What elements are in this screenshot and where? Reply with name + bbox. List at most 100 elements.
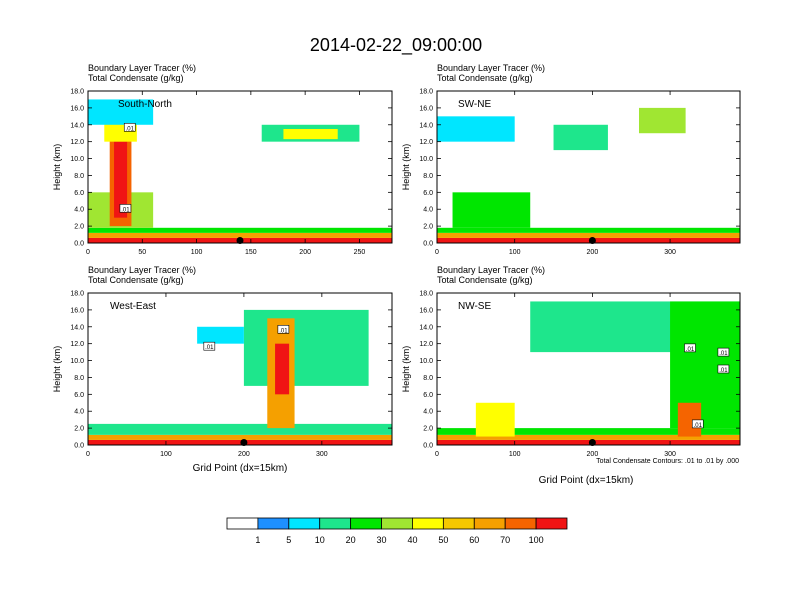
sw-ne-ytick-label: 10.0 — [419, 156, 433, 163]
west-east-ytick-label: 6.0 — [74, 392, 84, 399]
west-east-contour-label: .01 — [205, 345, 214, 351]
west-east-field-cell — [88, 434, 392, 440]
south-north-ytick-label: 8.0 — [74, 173, 84, 180]
panel-nw-se-note: Total Condensate Contours: .01 to .01 by… — [596, 458, 739, 465]
colorbar-swatch — [381, 517, 413, 530]
panel-west-east-ylabel: Height (km) — [52, 346, 62, 393]
colorbar-label: 10 — [315, 535, 325, 545]
panel-south-north-label: South-North — [118, 99, 172, 110]
colorbar-swatch — [442, 517, 475, 530]
sw-ne-field-cell — [553, 124, 608, 151]
west-east-field-cell — [275, 343, 290, 395]
sw-ne-ytick-label: 0.0 — [423, 241, 433, 248]
west-east-xtick-label: 300 — [316, 451, 328, 458]
south-north-field-cell — [88, 232, 392, 238]
south-north-ytick-label: 0.0 — [74, 241, 84, 248]
nw-se-contour-label-box — [684, 343, 696, 353]
colorbar-swatch — [288, 517, 321, 530]
nw-se-ytick-label: 16.0 — [419, 307, 433, 314]
west-east-xtick-label: 100 — [160, 451, 172, 458]
west-east-ytick-label: 4.0 — [74, 409, 84, 416]
sw-ne-field-cell — [437, 237, 740, 243]
west-east-ytick-label: 14.0 — [70, 324, 84, 331]
south-north-ytick-label: 10.0 — [70, 156, 84, 163]
south-north-ytick-label: 6.0 — [74, 190, 84, 197]
panel-nw-se-header-1: Boundary Layer Tracer (%) — [437, 265, 545, 275]
nw-se-ytick-label: 6.0 — [423, 392, 433, 399]
west-east-field-cell — [197, 326, 244, 344]
sw-ne-ytick-label: 6.0 — [423, 190, 433, 197]
panel-west-east: Boundary Layer Tracer (%) Total Condensa… — [52, 265, 393, 474]
south-north-ytick-label: 4.0 — [74, 207, 84, 214]
south-north-field-cell — [114, 141, 128, 218]
panel-west-east-label: West-East — [110, 301, 156, 312]
panel-nw-se-xlabel: Grid Point (dx=15km) — [539, 475, 634, 486]
nw-se-field-cell — [437, 428, 740, 435]
colorbar-label: 20 — [346, 535, 356, 545]
south-north-ytick-label: 14.0 — [70, 122, 84, 129]
colorbar-label: 60 — [469, 535, 479, 545]
nw-se-ytick-label: 2.0 — [423, 426, 433, 433]
south-north-location-marker — [236, 236, 244, 244]
sw-ne-ytick-label: 4.0 — [423, 207, 433, 214]
panel-nw-se: Boundary Layer Tracer (%) Total Condensa… — [401, 265, 741, 486]
nw-se-ytick-label: 18.0 — [419, 291, 433, 298]
west-east-ytick-label: 12.0 — [70, 341, 84, 348]
west-east-contour-label: .01 — [279, 328, 288, 334]
panel-sw-ne-plot: 0.0 2.0 4.0 6.0 8.0 10.0 12.0 14.0 16.0 18.0 0 100 2… — [419, 89, 741, 256]
sw-ne-ytick-label: 12.0 — [419, 139, 433, 146]
sw-ne-field-cell — [437, 232, 740, 238]
panel-sw-ne-header-1: Boundary Layer Tracer (%) — [437, 63, 545, 73]
colorbar-label: 5 — [286, 535, 291, 545]
sw-ne-ytick-label: 14.0 — [419, 122, 433, 129]
south-north-xtick-label: 50 — [138, 249, 146, 256]
south-north-xtick-label: 100 — [191, 249, 203, 256]
sw-ne-field-cell — [437, 116, 515, 142]
sw-ne-field-cell — [437, 227, 740, 233]
south-north-xtick-label: 0 — [86, 249, 90, 256]
colorbar-swatch — [535, 517, 568, 530]
sw-ne-xtick-label: 100 — [509, 249, 521, 256]
colorbar-label: 100 — [529, 535, 544, 545]
west-east-field-cell — [243, 309, 369, 386]
sw-ne-frame — [436, 90, 741, 244]
west-east-frame — [87, 292, 393, 446]
sw-ne-ytick-label: 16.0 — [419, 105, 433, 112]
nw-se-contour-label-box — [691, 419, 704, 429]
colorbar-swatch — [257, 517, 290, 530]
colorbar-label: 1 — [255, 535, 260, 545]
nw-se-ytick-label: 4.0 — [423, 409, 433, 416]
nw-se-contour-label: .01 — [686, 347, 695, 353]
west-east-contour-label-box — [203, 341, 216, 351]
figure-title: 2014-02-22_09:00:00 — [310, 35, 482, 56]
nw-se-contour-label: .01 — [719, 351, 728, 357]
colorbar-label: 30 — [377, 535, 387, 545]
west-east-field-cell — [88, 439, 392, 445]
south-north-field-cell — [88, 227, 392, 233]
colorbar-label: 50 — [438, 535, 448, 545]
nw-se-contour-label: .01 — [719, 368, 728, 374]
west-east-ytick-label: 10.0 — [70, 358, 84, 365]
south-north-contour-label-box — [119, 204, 132, 213]
nw-se-ytick-label: 12.0 — [419, 341, 433, 348]
panel-nw-se-ylabel: Height (km) — [401, 346, 411, 393]
panel-west-east-plot: .01 .01 0.0 2.0 4.0 6.0 8.0 10.0 12.0 14.0 16.0 18.… — [70, 291, 393, 458]
west-east-ytick-label: 8.0 — [74, 375, 84, 382]
colorbar-swatch — [319, 517, 352, 530]
south-north-xtick-label: 150 — [245, 249, 257, 256]
west-east-ytick-label: 0.0 — [74, 443, 84, 450]
nw-se-ytick-label: 14.0 — [419, 324, 433, 331]
nw-se-contour-label-box — [717, 364, 730, 374]
west-east-field-cell — [88, 423, 392, 435]
nw-se-field-cell — [437, 439, 740, 445]
nw-se-contour-label: .01 — [694, 423, 703, 429]
panel-nw-se-plot: .01 .01 .01 .01 0.0 2.0 4.0 6.0 8.0 10.0 12.0 14.0 1… — [419, 291, 741, 458]
nw-se-xtick-label: 100 — [509, 451, 521, 458]
west-east-xtick-label: 0 — [86, 451, 90, 458]
nw-se-xtick-label: 300 — [664, 451, 676, 458]
south-north-ytick-label: 16.0 — [70, 105, 84, 112]
colorbar-swatch — [473, 517, 506, 530]
panel-sw-ne-label: SW-NE — [458, 99, 491, 110]
colorbar-label: 70 — [500, 535, 510, 545]
panel-south-north: Boundary Layer Tracer (%) Total Condensa… — [52, 63, 393, 256]
